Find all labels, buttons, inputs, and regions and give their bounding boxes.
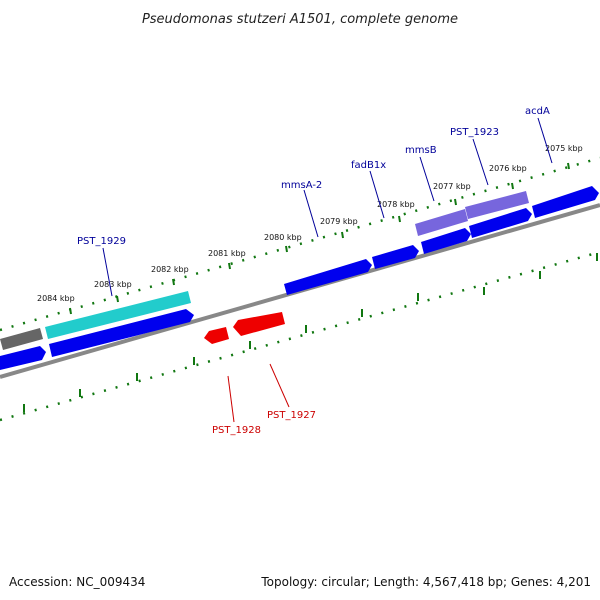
gene-pst-1923[interactable]	[469, 208, 532, 238]
gene-label-mmsb[interactable]: mmsB	[405, 145, 437, 156]
gene-label-leaders	[102, 117, 553, 423]
gene-pseudo[interactable]	[465, 191, 529, 219]
major-tick	[285, 245, 288, 253]
gene-label-mmsa-2[interactable]: mmsA-2	[281, 180, 322, 191]
leader-mmsa-2	[303, 189, 319, 238]
gene-label-pst-1923[interactable]: PST_1923	[450, 127, 499, 138]
major-tick	[116, 295, 119, 303]
major-tick	[454, 198, 457, 206]
major-tick	[398, 215, 401, 223]
leader-pst-1923	[472, 138, 489, 186]
tick-label: 2083 kbp	[94, 280, 132, 289]
gene-pseudo[interactable]	[415, 209, 468, 236]
gene-other[interactable]	[0, 328, 43, 350]
gene-mmsb[interactable]	[421, 228, 471, 254]
gene-forward[interactable]	[49, 309, 194, 357]
gene-label-pst-1927[interactable]: PST_1927	[267, 410, 316, 421]
leader-acda	[537, 117, 553, 164]
tick-label: 2075 kbp	[545, 144, 583, 153]
major-tick	[172, 278, 175, 286]
tick-label: 2080 kbp	[264, 233, 302, 242]
leader-mmsb	[419, 156, 435, 202]
tick-label: 2084 kbp	[37, 294, 75, 303]
tick-label: 2082 kbp	[151, 265, 189, 274]
major-tick	[69, 307, 72, 315]
gene-acda[interactable]	[532, 186, 599, 218]
major-tick	[567, 162, 570, 170]
gene-forward[interactable]	[0, 346, 46, 370]
genome-summary-text: Topology: circular; Length: 4,567,418 bp…	[260, 575, 591, 589]
leader-pst-1929	[102, 247, 113, 297]
gene-mmsa-2[interactable]	[284, 259, 372, 295]
major-tick	[511, 182, 514, 190]
forward-strand-genes	[0, 186, 599, 370]
gene-label-pst-1928[interactable]: PST_1928	[212, 425, 261, 436]
genome-title: Pseudomonas stutzeri A1501, complete gen…	[142, 12, 458, 27]
gene-fadb1x[interactable]	[372, 245, 419, 269]
tick-label: 2079 kbp	[320, 217, 358, 226]
gene-pst-1927[interactable]	[233, 312, 285, 336]
tick-label: 2081 kbp	[208, 249, 246, 258]
accession-text: Accession: NC_009434	[9, 575, 145, 589]
major-tick	[341, 231, 344, 239]
gene-pst-1928[interactable]	[204, 327, 229, 344]
tick-label: 2076 kbp	[489, 164, 527, 173]
gene-label-pst-1929[interactable]: PST_1929	[77, 236, 126, 247]
major-tick	[228, 262, 231, 270]
leader-fadb1x	[369, 170, 385, 219]
reverse-strand-genes	[204, 312, 285, 344]
gene-pst-1929[interactable]	[45, 291, 191, 339]
gene-labels: PST_1929 mmsA-2 fadB1x mmsB PST_1923 acd…	[77, 106, 550, 436]
leader-pst-1928	[227, 375, 235, 423]
tick-labels: 2084 kbp 2083 kbp 2082 kbp 2081 kbp 2080…	[37, 144, 583, 303]
gene-label-fadb1x[interactable]: fadB1x	[351, 160, 386, 171]
major-ticks	[23, 162, 598, 412]
tick-label: 2077 kbp	[433, 182, 471, 191]
tick-label: 2078 kbp	[377, 200, 415, 209]
outer-tick-track	[0, 156, 600, 332]
leader-pst-1927	[269, 363, 290, 408]
gene-label-acda[interactable]: acdA	[525, 106, 550, 117]
